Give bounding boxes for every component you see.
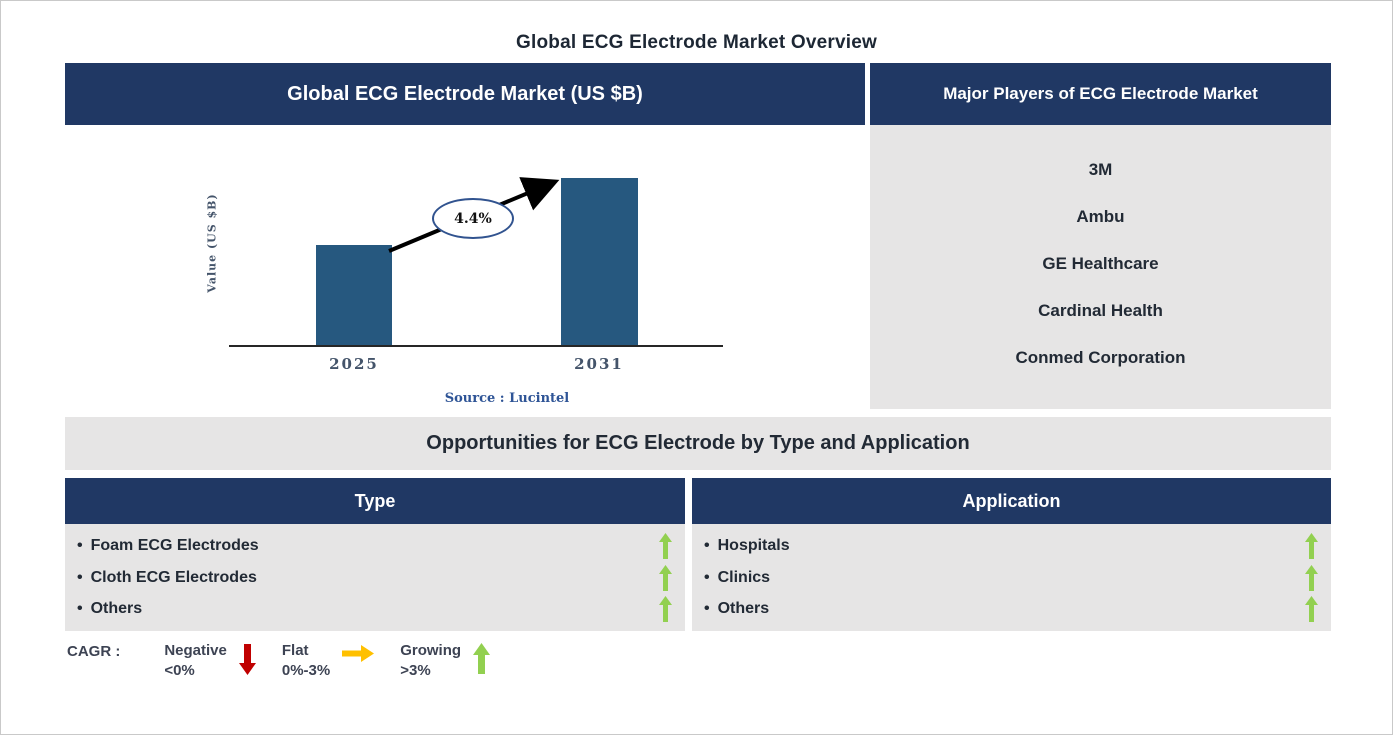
type-item-label: Foam ECG Electrodes [90, 536, 259, 554]
bullet: • [77, 600, 83, 618]
chart-source: Source : Lucintel [444, 391, 570, 406]
list-item: • Clinics [692, 564, 1331, 591]
players-list: 3M Ambu GE Healthcare Cardinal Health Co… [870, 125, 1331, 409]
x-tick-2031: 2031 [574, 355, 624, 373]
list-item: • Others [65, 596, 685, 623]
bullet: • [704, 600, 710, 618]
bar-2025 [316, 245, 392, 345]
application-item-label: Hospitals [717, 536, 790, 554]
cagr-legend: CAGR : Negative <0% Flat 0%-3% Growing >… [67, 641, 516, 680]
player-item: Conmed Corporation [1015, 348, 1186, 367]
application-item-label: Clinics [717, 568, 771, 586]
growing-up-arrow-icon [1305, 532, 1318, 559]
bullet: • [77, 536, 83, 554]
growing-up-arrow-icon [473, 643, 491, 674]
list-item: • Hospitals [692, 532, 1331, 559]
legend-range: >3% [400, 661, 431, 679]
player-item: Ambu [1076, 207, 1125, 226]
legend-entry-flat: Flat 0%-3% [281, 641, 375, 680]
chart-panel-header: Global ECG Electrode Market (US $B) [65, 63, 865, 125]
growing-up-arrow-icon [659, 564, 672, 591]
application-panel: Application • Hospitals • Clinics • Othe… [692, 478, 1331, 631]
cagr-value: 4.4% [454, 210, 492, 227]
player-item: Cardinal Health [1038, 301, 1163, 320]
page-title: Global ECG Electrode Market Overview [516, 32, 877, 53]
market-bar-chart: Value (US $B) 4.4% 2025 2031 Source : Lu… [65, 125, 865, 409]
player-item: GE Healthcare [1042, 254, 1159, 273]
opportunities-title: Opportunities for ECG Electrode by Type … [65, 417, 1331, 470]
legend-range: <0% [164, 661, 195, 679]
list-item: • Foam ECG Electrodes [65, 532, 685, 559]
application-panel-header: Application [692, 478, 1331, 524]
list-item: • Others [692, 596, 1331, 623]
bar-2031 [561, 178, 638, 345]
growing-up-arrow-icon [1305, 596, 1318, 623]
legend-name: Flat [281, 642, 309, 659]
legend-name: Growing [400, 642, 462, 659]
negative-down-arrow-icon [238, 644, 256, 675]
bullet: • [77, 568, 83, 586]
cagr-annotation-bubble: 4.4% [432, 198, 514, 239]
growth-arrow-icon [388, 177, 560, 253]
legend-range: 0%-3% [281, 661, 331, 679]
application-list: • Hospitals • Clinics • Others [692, 524, 1331, 631]
legend-entry-negative: Negative <0% [164, 641, 256, 680]
cagr-legend-label: CAGR : [67, 643, 121, 660]
x-axis-line [229, 345, 723, 347]
bullet: • [704, 536, 710, 554]
legend-name: Negative [164, 642, 227, 659]
application-item-label: Others [717, 600, 770, 618]
growing-up-arrow-icon [659, 532, 672, 559]
legend-entry-growing: Growing >3% [400, 641, 491, 680]
type-panel: Type • Foam ECG Electrodes • Cloth ECG E… [65, 478, 685, 631]
type-item-label: Cloth ECG Electrodes [90, 568, 257, 586]
growing-up-arrow-icon [1305, 564, 1318, 591]
type-panel-header: Type [65, 478, 685, 524]
type-list: • Foam ECG Electrodes • Cloth ECG Electr… [65, 524, 685, 631]
list-item: • Cloth ECG Electrodes [65, 564, 685, 591]
growing-up-arrow-icon [659, 596, 672, 623]
bullet: • [704, 568, 710, 586]
player-item: 3M [1088, 160, 1113, 179]
type-item-label: Others [90, 600, 143, 618]
x-tick-2025: 2025 [329, 355, 379, 373]
flat-right-arrow-icon [342, 645, 375, 662]
players-panel-header: Major Players of ECG Electrode Market [870, 63, 1331, 125]
